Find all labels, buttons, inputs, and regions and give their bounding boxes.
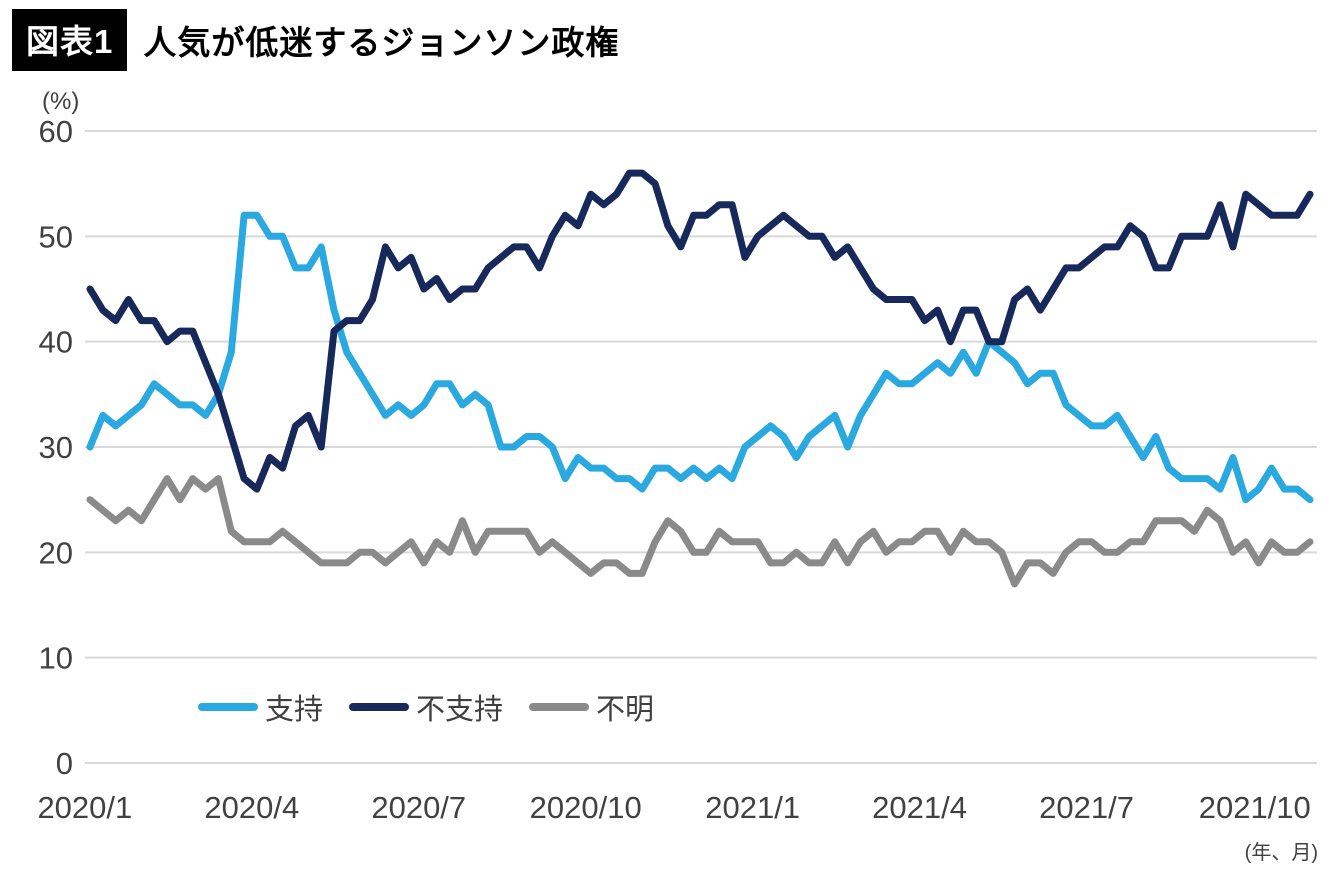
svg-text:30: 30 xyxy=(39,430,73,465)
svg-text:40: 40 xyxy=(39,325,73,360)
chart-legend: 支持 不支持 不明 xyxy=(198,686,680,728)
svg-text:2020/10: 2020/10 xyxy=(530,790,642,825)
svg-text:2020/4: 2020/4 xyxy=(204,790,299,825)
svg-text:0: 0 xyxy=(56,746,73,781)
svg-text:20: 20 xyxy=(39,535,73,570)
svg-text:50: 50 xyxy=(39,219,73,254)
legend-swatch-1 xyxy=(349,703,410,711)
legend-item-disapprove: 不支持 xyxy=(349,686,503,728)
legend-label-disapprove: 不支持 xyxy=(416,694,504,726)
legend-swatch-2 xyxy=(529,703,590,711)
x-axis-unit-label: (年、月) xyxy=(1244,842,1318,864)
svg-text:2021/4: 2021/4 xyxy=(872,790,967,825)
svg-text:10: 10 xyxy=(39,641,73,676)
legend-label-approve: 支持 xyxy=(265,694,324,726)
figure-header: 図表1 人気が低迷するジョンソン政権 xyxy=(12,9,619,71)
svg-text:2021/1: 2021/1 xyxy=(705,790,800,825)
svg-text:2021/7: 2021/7 xyxy=(1039,790,1134,825)
svg-text:2021/10: 2021/10 xyxy=(1199,790,1311,825)
svg-text:2020/1: 2020/1 xyxy=(37,790,132,825)
figure-title: 人気が低迷するジョンソン政権 xyxy=(143,24,620,61)
y-axis-labels: 0 10 20 30 40 50 60 xyxy=(39,114,73,781)
series-line-0 xyxy=(86,211,1314,504)
series-line-1 xyxy=(86,169,1314,493)
legend-item-unknown: 不明 xyxy=(529,686,654,728)
legend-swatch-0 xyxy=(198,703,258,711)
svg-text:60: 60 xyxy=(39,114,73,149)
y-axis-unit-label: (%) xyxy=(42,88,80,115)
series-line-2 xyxy=(86,475,1314,588)
legend-label-unknown: 不明 xyxy=(596,694,655,726)
x-axis-labels: 2020/1 2020/4 2020/7 2020/10 2021/1 2021/4 202… xyxy=(37,790,1310,825)
figure-badge: 図表1 xyxy=(12,9,128,71)
svg-text:2020/7: 2020/7 xyxy=(371,790,466,825)
legend-item-approve: 支持 xyxy=(198,686,323,728)
